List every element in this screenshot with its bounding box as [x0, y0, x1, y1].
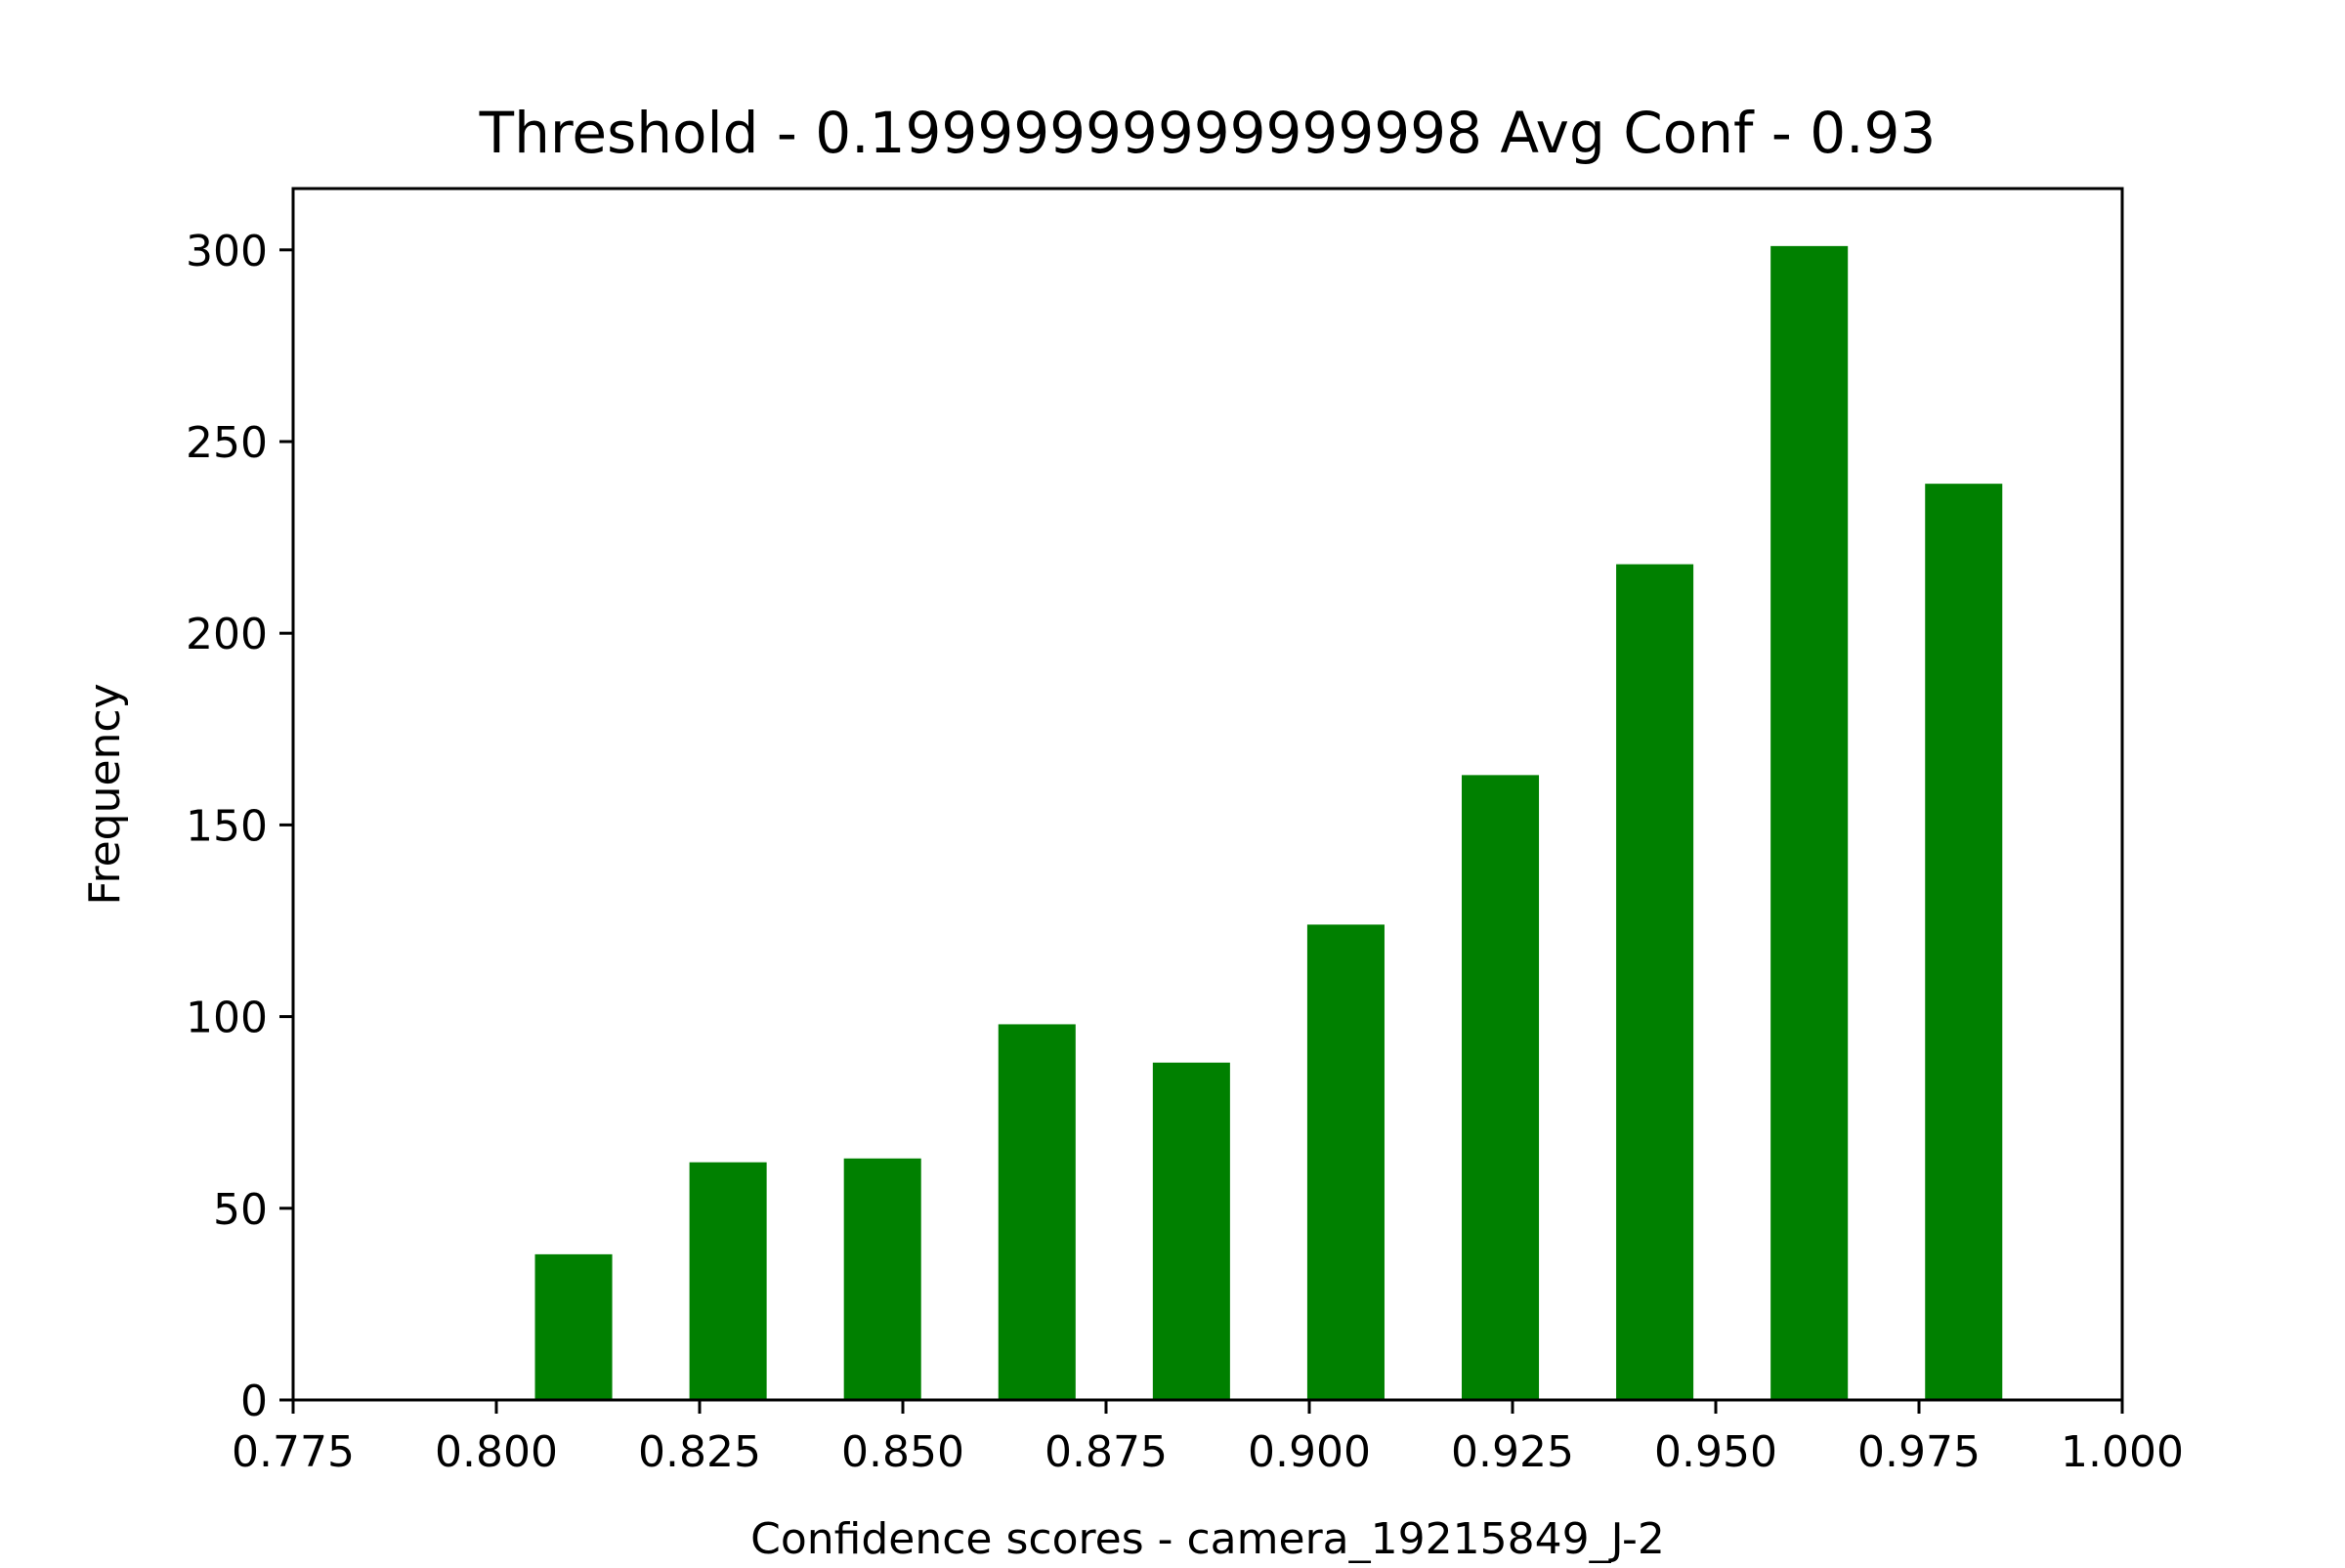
bar-3	[998, 1024, 1076, 1400]
x-tick-label-2: 0.825	[638, 1427, 761, 1477]
y-tick-label-4: 200	[186, 610, 268, 659]
y-tick-label-6: 300	[186, 227, 268, 276]
y-tick-label-5: 250	[186, 418, 268, 468]
bar-9	[1925, 484, 2003, 1401]
bar-2	[843, 1158, 921, 1400]
bar-0	[534, 1253, 613, 1400]
y-tick-label-0: 0	[240, 1377, 268, 1426]
bar-8	[1770, 245, 1849, 1401]
x-axis-label: Confidence scores - camera_19215849_J-2	[750, 1514, 1665, 1563]
y-tick-label-3: 150	[186, 801, 268, 851]
bar-7	[1616, 564, 1694, 1400]
x-tick-label-8: 0.975	[1857, 1427, 1981, 1477]
x-tick-label-5: 0.900	[1248, 1427, 1371, 1477]
bar-6	[1462, 775, 1540, 1400]
x-tick-label-1: 0.800	[435, 1427, 558, 1477]
x-tick-label-3: 0.850	[841, 1427, 964, 1477]
x-tick-label-6: 0.925	[1451, 1427, 1574, 1477]
bars-layer	[534, 245, 2003, 1401]
x-tick-label-9: 1.000	[2061, 1427, 2184, 1477]
x-tick-label-4: 0.875	[1045, 1427, 1168, 1477]
y-tick-label-2: 100	[186, 994, 268, 1043]
ticks-layer: 0.775 0.800 0.825 0.850 0.875 0.900 0.925 0.950…	[186, 227, 2184, 1477]
plot-frame	[291, 187, 2124, 1402]
chart-title: Threshold - 0.19999999999999998 Avg Conf…	[479, 100, 1937, 166]
bar-5	[1306, 924, 1385, 1400]
bar-1	[689, 1162, 767, 1400]
x-tick-label-0: 0.775	[232, 1427, 355, 1477]
y-axis-label: Frequency	[80, 683, 130, 905]
y-tick-label-1: 50	[213, 1185, 268, 1235]
bar-4	[1152, 1062, 1230, 1400]
x-tick-label-7: 0.950	[1654, 1427, 1777, 1477]
